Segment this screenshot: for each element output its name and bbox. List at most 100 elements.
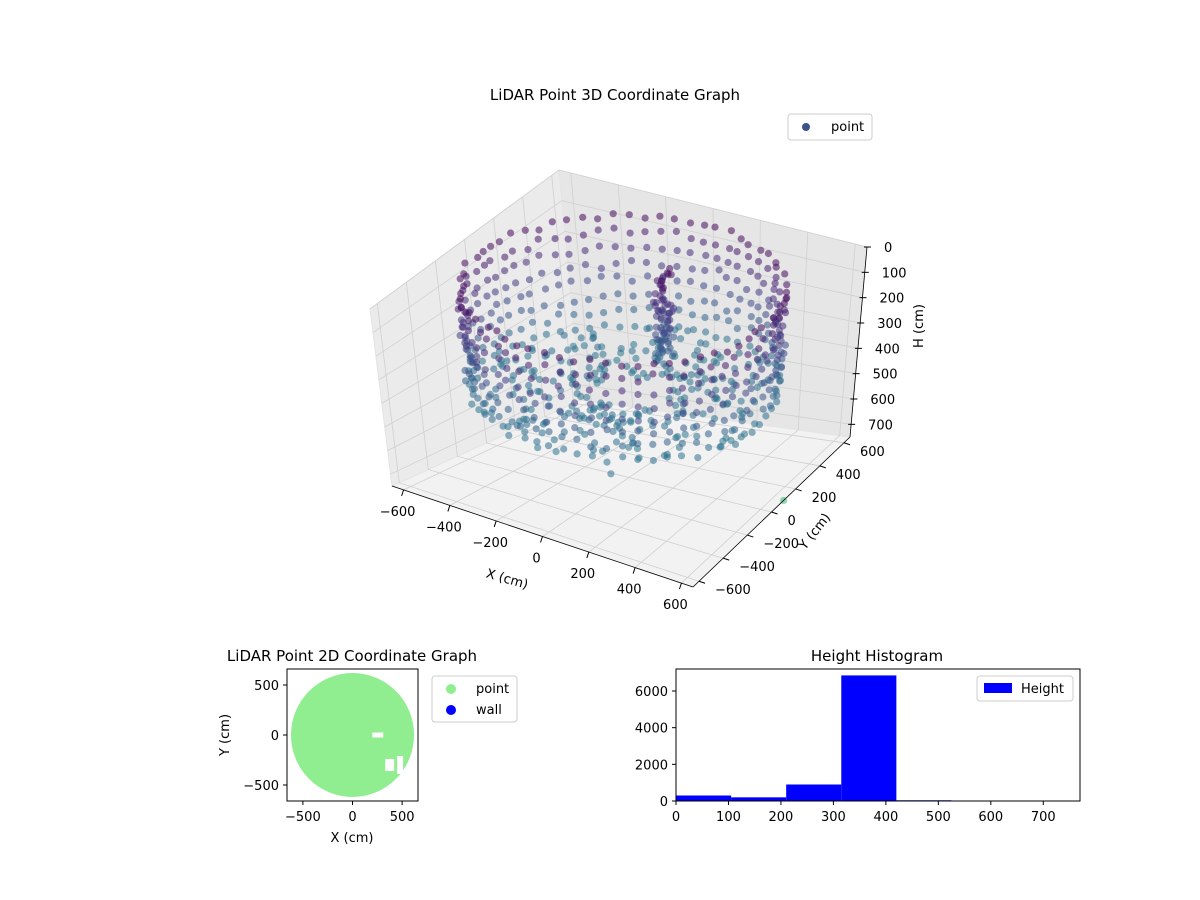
scatter-point-3d — [711, 241, 720, 249]
scatter-point-3d — [776, 308, 784, 316]
scatter-point-3d — [779, 322, 787, 330]
scatter-point-3d — [665, 359, 673, 368]
scatter-point-3d — [780, 299, 789, 307]
scatter-point-3d — [502, 284, 510, 292]
scatter-point-3d — [771, 385, 779, 393]
scatter-point-3d — [486, 257, 494, 265]
scatter-point-3d — [753, 383, 761, 391]
scatter-point-3d — [581, 261, 590, 269]
scatter-point-3d — [501, 335, 509, 343]
scatter-point-3d — [700, 297, 709, 305]
scatter-point-3d — [517, 325, 525, 333]
scatter-point-3d — [629, 292, 637, 300]
scatter-point-3d — [558, 433, 566, 441]
x-tick-label: 0 — [532, 552, 540, 567]
scatter-point-3d — [505, 431, 513, 440]
scatter-point-3d — [763, 321, 772, 329]
scatter-point-3d — [664, 338, 672, 346]
scatter-point-3d — [473, 353, 481, 361]
scatter-point-3d — [504, 405, 512, 413]
z-tick-label: 300 — [877, 317, 902, 332]
x-tick — [632, 567, 636, 574]
scatter-point-3d — [515, 367, 523, 375]
scatter-point-3d — [560, 331, 568, 339]
x-tick-label: −600 — [380, 505, 416, 520]
scatter-point-3d — [542, 376, 550, 384]
scatter-point-3d — [612, 259, 620, 268]
scatter-point-3d — [487, 309, 495, 317]
scatter-point-3d — [465, 370, 473, 378]
scatter-point-3d — [764, 264, 772, 273]
scatter-point-3d — [603, 426, 611, 434]
unscanned-gap — [397, 756, 404, 774]
scatter-point-3d — [512, 354, 520, 362]
scatter-point-3d — [495, 238, 503, 246]
scatter-point-3d — [586, 400, 595, 408]
y-tick — [723, 557, 730, 561]
scatter-point-3d — [557, 301, 565, 309]
scatter-point-3d — [769, 295, 777, 303]
scatter-point-3d — [533, 438, 541, 446]
scatter-point-3d — [754, 303, 762, 311]
z-tick-label: 700 — [868, 418, 893, 433]
scatter-point-3d — [596, 403, 604, 411]
scatter-point-3d — [556, 368, 564, 376]
scatter-point-3d — [602, 445, 611, 453]
scatter-point-3d — [754, 258, 763, 266]
y-tick-label: −500 — [243, 779, 279, 794]
grid-line-y — [376, 303, 700, 582]
scatter-point-3d — [496, 316, 504, 324]
scatter-point-3d — [471, 289, 479, 297]
scatter-point-3d — [658, 245, 666, 253]
scatter-point-3d — [757, 246, 765, 254]
scatter-point-3d — [517, 293, 525, 301]
x-tick-label: 600 — [663, 598, 688, 613]
scatter-point-3d — [485, 393, 493, 401]
scatter-point-3d — [679, 410, 687, 418]
scatter-point-3d — [746, 267, 755, 276]
scatter-point-3d — [555, 354, 564, 362]
scatter-point-3d — [470, 385, 478, 393]
scatter-point-3d — [651, 302, 659, 310]
scatter-point-3d — [735, 349, 743, 357]
scatter-point-3d — [660, 360, 668, 368]
scatter-point-3d — [467, 353, 475, 361]
scatter-point-3d — [645, 290, 653, 298]
scatter-point-3d — [719, 400, 727, 408]
chart-2d-ticks: −500 0 500 −500 0 500 — [243, 679, 414, 825]
z-tick-label: 600 — [870, 393, 895, 408]
scatter-point-3d — [712, 334, 720, 342]
scatter-point-3d — [618, 374, 626, 383]
scatter-point-3d — [534, 444, 542, 452]
scatter-point-3d — [468, 400, 476, 408]
scatter-point-3d — [704, 430, 713, 438]
x-tick-label: 500 — [390, 810, 415, 825]
scatter-point-3d — [462, 342, 470, 350]
scatter-point-3d — [717, 353, 725, 361]
scatter-point-3d — [490, 365, 498, 373]
scatter-point-3d — [457, 303, 465, 311]
scatter-point-3d — [548, 347, 556, 355]
scatter-point-3d — [643, 373, 651, 381]
scatter-point-3d — [520, 406, 528, 414]
scatter-point-3d — [480, 349, 489, 357]
scatter-point-3d — [586, 371, 595, 379]
scatter-point-3d — [641, 214, 649, 222]
scatter-point-3d — [516, 422, 525, 430]
scatter-point-3d — [456, 275, 464, 283]
histogram-frame — [675, 668, 1081, 802]
scatter-point-3d — [634, 417, 642, 425]
scatter-point-3d — [482, 335, 490, 343]
y-tick-label: −600 — [715, 583, 751, 598]
scatter-point-3d — [555, 310, 563, 318]
scatter-point-3d — [555, 281, 563, 289]
scatter-point-3d — [694, 454, 702, 462]
x-tick-label: −400 — [426, 520, 462, 535]
x-tick — [586, 551, 590, 559]
scatter-point-3d — [577, 392, 585, 400]
chart-2d-xlabel: X (cm) — [331, 831, 374, 846]
scatter-point-3d — [687, 297, 695, 305]
scatter-point-3d — [664, 413, 672, 421]
scatter-point-3d — [725, 317, 733, 325]
